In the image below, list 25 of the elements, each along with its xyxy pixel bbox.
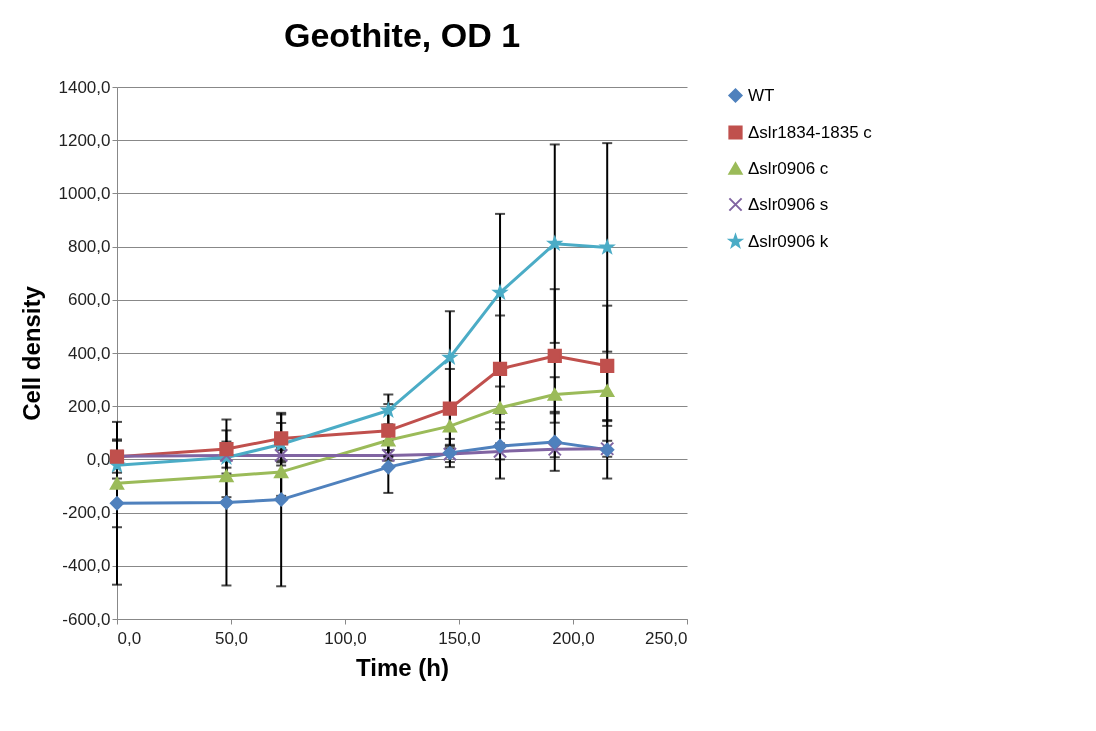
x-tick-label: 200,0 bbox=[552, 628, 595, 648]
x-tick-label: 0,0 bbox=[117, 628, 142, 648]
x-axis-title: Time (h) bbox=[356, 653, 449, 681]
y-tick-label: 800,0 bbox=[67, 237, 111, 257]
legend-label: Δslr0906 s bbox=[748, 194, 829, 214]
x-tick-label: 250,0 bbox=[644, 628, 688, 648]
legend-label: Δslr0906 k bbox=[748, 231, 829, 251]
x-tick-label: 100,0 bbox=[324, 628, 367, 648]
y-tick-label: -400,0 bbox=[62, 556, 111, 576]
legend-label: Δslr1834-1835 c bbox=[748, 122, 873, 142]
y-tick-label: -200,0 bbox=[62, 503, 111, 523]
y-tick-label: 600,0 bbox=[67, 290, 111, 310]
y-tick-label: 1200,0 bbox=[58, 130, 111, 150]
chart-title: Geothite, OD 1 bbox=[283, 16, 521, 54]
legend-label: Δslr0906 c bbox=[748, 158, 829, 178]
y-tick-label: 0,0 bbox=[86, 449, 111, 469]
legend-label: WT bbox=[748, 85, 775, 105]
y-tick-label: 1400,0 bbox=[58, 77, 111, 97]
y-axis-title: Cell density bbox=[17, 285, 45, 421]
y-tick-label: 1000,0 bbox=[58, 183, 111, 203]
x-tick-label: 50,0 bbox=[214, 628, 249, 648]
x-tick-label: 150,0 bbox=[438, 628, 481, 648]
y-tick-label: 400,0 bbox=[67, 343, 111, 363]
y-tick-label: -600,0 bbox=[62, 609, 111, 629]
y-tick-label: 200,0 bbox=[67, 396, 111, 416]
